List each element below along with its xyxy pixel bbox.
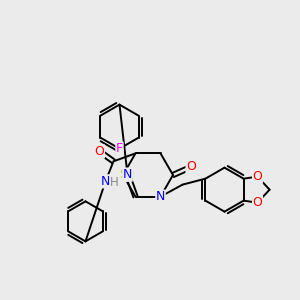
Text: O: O (186, 160, 196, 173)
Text: O: O (253, 170, 262, 183)
Text: O: O (94, 145, 104, 158)
Text: N: N (156, 190, 165, 203)
Text: H: H (110, 176, 119, 189)
Text: N: N (101, 175, 110, 188)
Text: S: S (119, 169, 127, 182)
Text: O: O (253, 196, 262, 209)
Text: N: N (123, 168, 132, 181)
Text: F: F (116, 142, 123, 155)
